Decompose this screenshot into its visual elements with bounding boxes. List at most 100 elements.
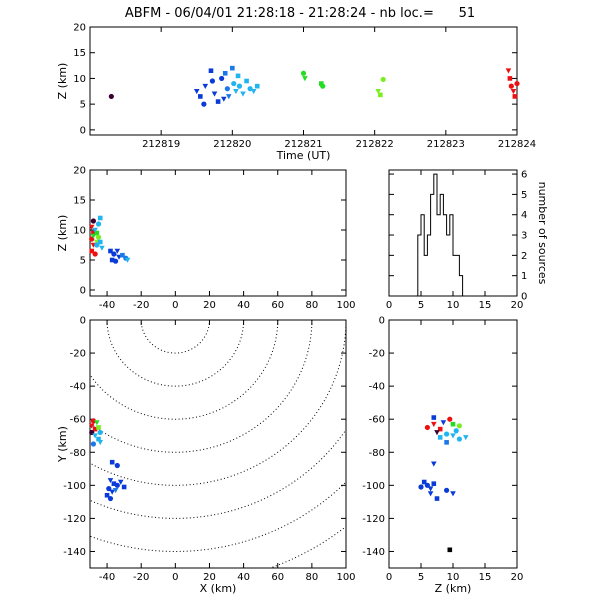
data-point xyxy=(88,423,95,429)
data-point xyxy=(202,83,209,89)
data-point xyxy=(244,78,249,84)
y-tick-label: -40 xyxy=(369,382,385,393)
data-point xyxy=(514,80,520,87)
y-tick-label: 15 xyxy=(73,48,86,59)
data-point xyxy=(208,68,214,74)
x-tick-label: 212824 xyxy=(498,139,536,150)
z-y-axes: 0 5 10 15 20 -140 -120 -100 -80 -60 -40 -20 0 Z (km) xyxy=(362,316,523,596)
data-point xyxy=(444,440,449,445)
data-point xyxy=(96,425,101,430)
x-tick-label: 60 xyxy=(271,300,284,311)
data-point xyxy=(463,435,469,441)
y-tick-label: -100 xyxy=(63,481,86,492)
data-point xyxy=(92,433,98,439)
data-point xyxy=(89,248,95,254)
data-point xyxy=(107,478,114,484)
x-tick-label: 5 xyxy=(418,572,424,583)
data-point xyxy=(233,88,239,95)
data-point xyxy=(447,416,453,422)
x-tick-label: 212823 xyxy=(427,139,465,150)
x-tick-label: 212821 xyxy=(284,139,322,150)
x-tick-label: -40 xyxy=(99,300,115,311)
data-point xyxy=(95,221,102,227)
data-point xyxy=(300,70,307,76)
histogram-bar xyxy=(447,235,450,296)
data-point xyxy=(450,433,456,439)
data-point xyxy=(378,92,383,98)
data-point xyxy=(434,430,440,436)
y-tick-label: 5 xyxy=(80,256,86,267)
data-point xyxy=(450,491,456,497)
y-axis-label: Z (km) xyxy=(56,215,69,252)
data-point xyxy=(224,86,230,92)
data-point xyxy=(508,83,514,89)
x-tick-label: 212822 xyxy=(356,139,394,150)
data-point xyxy=(434,496,440,501)
data-point xyxy=(109,489,115,495)
y-tick-label: -20 xyxy=(369,349,385,360)
histogram-bar xyxy=(443,215,446,296)
data-point xyxy=(380,76,386,83)
histogram-bar xyxy=(421,215,424,296)
data-point xyxy=(235,73,241,79)
x-tick-label: 100 xyxy=(336,300,355,311)
data-point xyxy=(320,83,326,89)
data-point xyxy=(120,252,125,258)
x-tick-label: 10 xyxy=(447,572,460,583)
x-tick-label: 100 xyxy=(336,572,355,583)
data-point xyxy=(431,421,437,427)
x-tick-label: 5 xyxy=(418,300,424,311)
x-axis-label: Z (km) xyxy=(435,582,472,595)
x-tick-label: 15 xyxy=(479,300,492,311)
data-point xyxy=(431,461,437,467)
data-point xyxy=(88,224,95,230)
y-tick-label: -40 xyxy=(70,382,86,393)
data-point xyxy=(94,420,100,426)
data-point xyxy=(109,257,115,263)
x-tick-label: -40 xyxy=(99,572,115,583)
y-tick-label: 0 xyxy=(521,292,527,303)
x-z-frame xyxy=(89,169,347,297)
y-tick-label: -60 xyxy=(369,415,385,426)
y-tick-label: 0 xyxy=(80,125,86,136)
data-point xyxy=(94,230,100,236)
x-tick-label: -20 xyxy=(133,572,149,583)
data-point xyxy=(505,68,512,74)
y-tick-label: 15 xyxy=(73,196,86,207)
data-point xyxy=(209,78,216,84)
time-z-frame xyxy=(89,26,518,136)
x-tick-label: 0 xyxy=(386,572,392,583)
data-point xyxy=(302,76,308,82)
histogram-bar xyxy=(424,255,427,296)
histogram-bar xyxy=(431,194,434,296)
time-z-axes: 212819 212820 212821 212822 212823 212824 0 5 10… xyxy=(56,23,536,163)
y-tick-label: 6 xyxy=(521,170,527,181)
data-point xyxy=(198,94,203,99)
y-tick-label: -80 xyxy=(70,448,86,459)
y-axis-label: Z (km) xyxy=(56,63,69,100)
histogram-steps xyxy=(414,173,473,297)
data-point xyxy=(111,481,117,486)
data-point xyxy=(114,248,121,254)
data-point xyxy=(99,245,105,251)
x-z-points xyxy=(88,215,131,264)
range-ring xyxy=(90,320,279,420)
y-tick-label: -140 xyxy=(362,547,385,558)
plot-panels: 212819 212820 212821 212822 212823 2128240510… xyxy=(56,23,549,596)
y-tick-label: 5 xyxy=(80,100,86,111)
x-tick-label: 15 xyxy=(479,572,492,583)
data-point xyxy=(222,70,228,76)
y-tick-label: 5 xyxy=(521,190,527,201)
y-tick-label: -20 xyxy=(70,349,86,360)
y-tick-label: 10 xyxy=(73,74,86,85)
data-point xyxy=(424,424,430,431)
data-point xyxy=(447,547,453,553)
data-point xyxy=(112,487,119,494)
data-point xyxy=(247,86,253,92)
data-point xyxy=(456,423,462,429)
data-point xyxy=(97,215,103,221)
data-point xyxy=(450,421,456,427)
histogram-bar xyxy=(418,235,421,296)
